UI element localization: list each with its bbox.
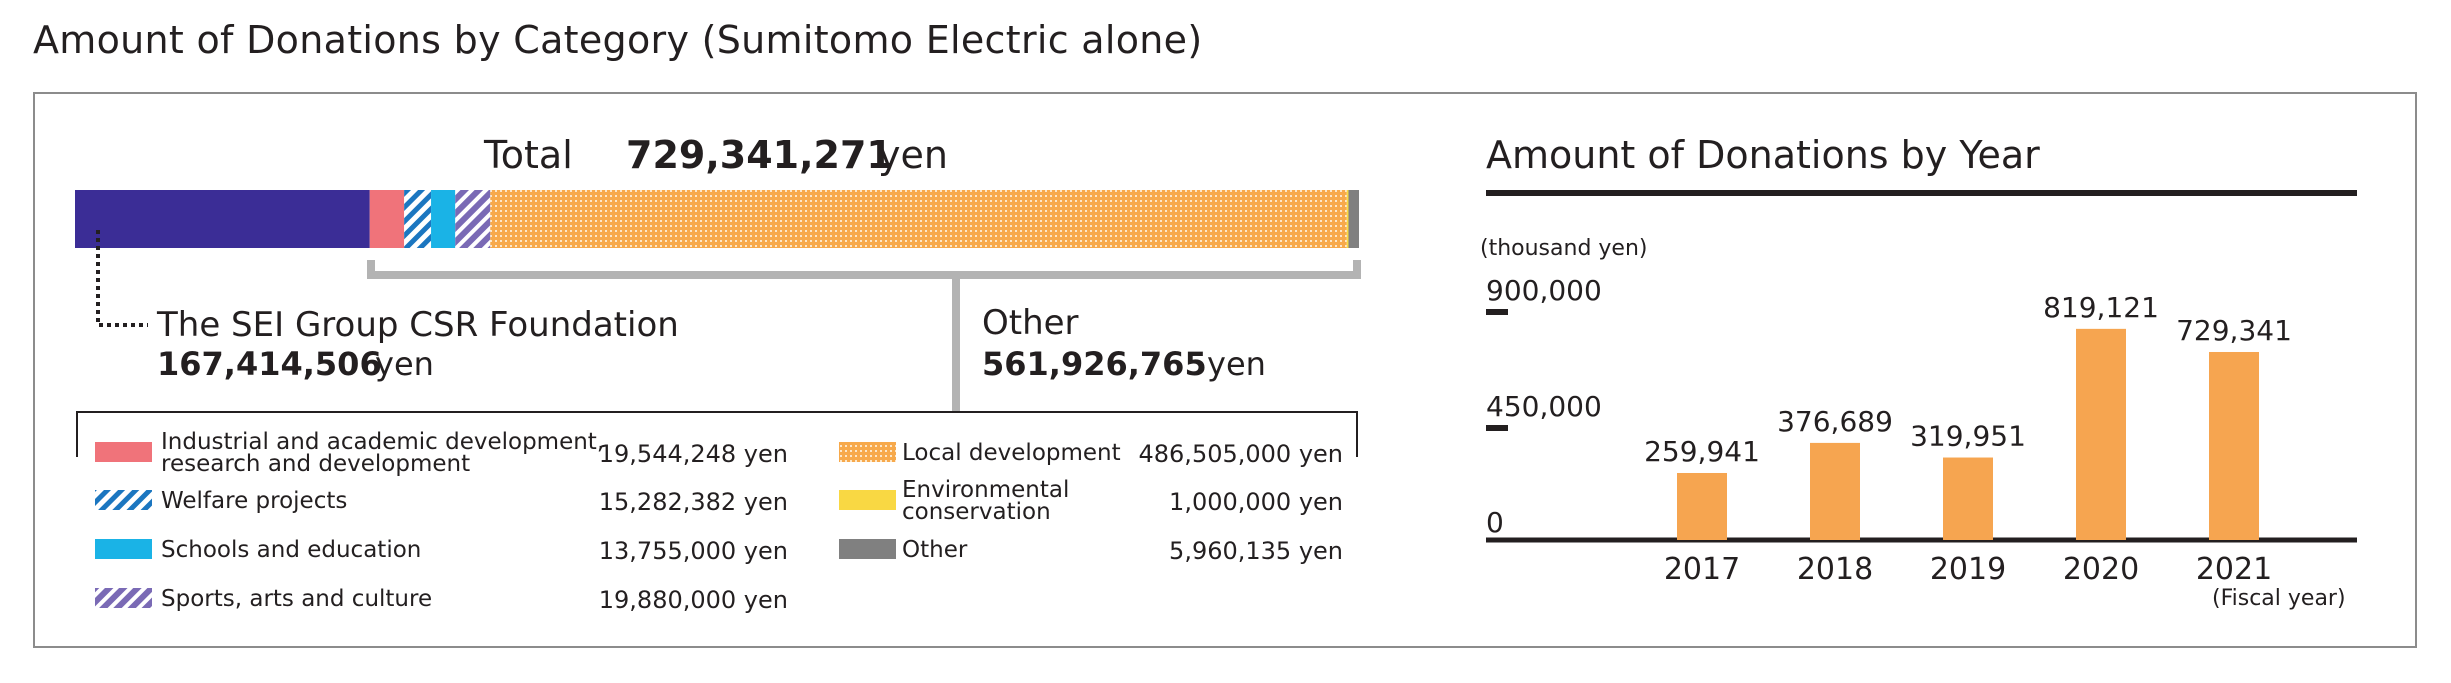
year-bar-value-label: 819,121 — [2043, 291, 2159, 324]
y-tick-label: 450,000 — [1486, 390, 1602, 423]
foundation-leader — [96, 230, 148, 327]
year-chart-title: Amount of Donations by Year — [1486, 133, 2040, 177]
x-tick-label: 2021 — [2196, 552, 2272, 587]
chart-frame — [33, 92, 2417, 648]
year-bar-value-label: 259,941 — [1644, 435, 1760, 468]
legend-value-local: 486,505,000 yen — [1139, 440, 1344, 468]
year-bar-value-label: 376,689 — [1777, 405, 1893, 438]
x-tick-label: 2019 — [1930, 552, 2006, 587]
x-tick-label: 2018 — [1797, 552, 1873, 587]
page-title: Amount of Donations by Category (Sumitom… — [33, 18, 1203, 62]
foundation-name: The SEI Group CSR Foundation — [156, 305, 679, 345]
legend-label-welfare: Welfare projects — [161, 488, 347, 514]
legend-label-schools: Schools and education — [161, 537, 421, 563]
total-label: Total — [483, 133, 573, 177]
other-bracket — [367, 260, 1361, 279]
stack-segment-other — [1348, 190, 1359, 248]
y-axis-unit-label: (thousand yen) — [1480, 236, 1647, 261]
legend-swatch-schools — [95, 539, 152, 559]
y-tick-label: 0 — [1486, 506, 1504, 539]
other-group-value: 561,926,765 — [982, 345, 1207, 383]
legend-value-schools: 13,755,000 yen — [599, 537, 788, 565]
legend-value-sports: 19,880,000 yen — [599, 586, 788, 614]
legend-box — [76, 411, 1358, 457]
other-group-unit: yen — [1207, 345, 1266, 383]
legend-swatch-other — [839, 539, 896, 559]
total-value: 729,341,271 — [626, 133, 893, 177]
x-axis-label: (Fiscal year) — [2212, 586, 2346, 611]
legend-swatch-industrial — [95, 442, 152, 462]
legend-label-environment: conservation — [902, 499, 1051, 525]
legend-swatch-environment — [839, 490, 896, 510]
x-tick-label: 2017 — [1664, 552, 1740, 587]
legend-label-sports: Sports, arts and culture — [161, 586, 432, 612]
foundation-unit: yen — [375, 345, 434, 383]
stack-segment-environment — [1346, 190, 1349, 248]
year-bar-2017 — [1677, 472, 1727, 540]
year-bar-chart: 0 450,000 900,000 259,941 2017 376,689 2018 319… — [1486, 274, 2357, 587]
stack-segment-local — [490, 190, 1347, 248]
year-bar-value-label: 729,341 — [2176, 314, 2292, 347]
year-bar-2018 — [1810, 442, 1860, 540]
total-unit: yen — [878, 133, 948, 177]
legend-label-other: Other — [902, 537, 968, 563]
y-tick-label: 900,000 — [1486, 274, 1602, 307]
year-bar-2021 — [2209, 351, 2259, 540]
legend-value-industrial: 19,544,248 yen — [599, 440, 788, 468]
foundation-value: 167,414,506 — [157, 345, 382, 383]
stacked-bar — [75, 190, 1359, 248]
legend-swatch-local — [839, 442, 896, 462]
stack-segment-foundation — [75, 190, 370, 248]
other-group-name: Other — [982, 303, 1079, 343]
stack-segment-schools — [431, 190, 456, 248]
year-bar-2019 — [1943, 457, 1993, 540]
stack-segment-sports — [455, 190, 491, 248]
legend-value-welfare: 15,282,382 yen — [599, 488, 788, 516]
legend-value-environment: 1,000,000 yen — [1169, 488, 1343, 516]
legend-label-environment: Environmental — [902, 477, 1069, 503]
year-bar-2020 — [2076, 328, 2126, 540]
legend-swatch-sports — [95, 588, 152, 608]
stack-segment-industrial — [369, 190, 405, 248]
legend-swatch-welfare — [95, 490, 152, 510]
year-bar-value-label: 319,951 — [1910, 420, 2026, 453]
legend: Industrial and academic development,rese… — [95, 429, 1343, 614]
legend-label-industrial: research and development — [161, 451, 470, 477]
x-tick-label: 2020 — [2063, 552, 2139, 587]
legend-value-other: 5,960,135 yen — [1169, 537, 1343, 565]
legend-label-industrial: Industrial and academic development, — [161, 429, 604, 455]
stack-segment-welfare — [404, 190, 432, 248]
legend-label-local: Local development — [902, 440, 1121, 466]
